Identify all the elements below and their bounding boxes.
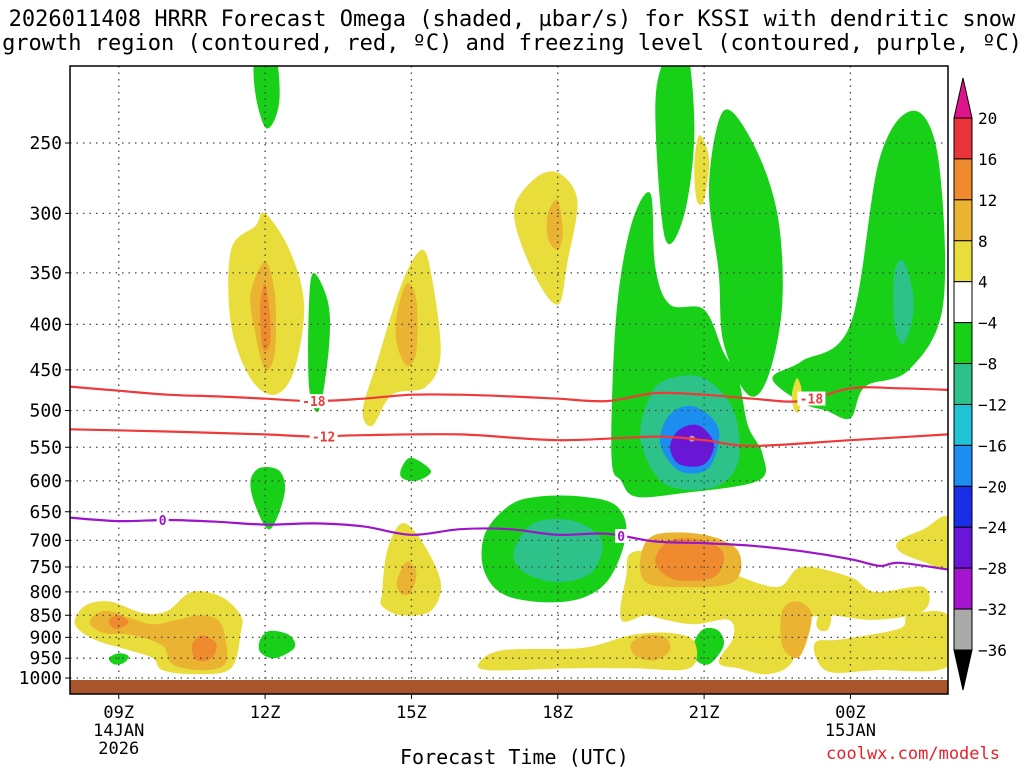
colorbar-bin--12--8	[953, 363, 973, 405]
colorbar-label-5: −4	[978, 314, 997, 333]
colorbar-label-10: −24	[978, 518, 1007, 537]
y-tick-label-650: 650	[29, 502, 62, 523]
chart-title-line-2: growth region (contoured, red, ºC) and f…	[2, 31, 1022, 56]
omega-shading-layer	[74, 66, 948, 675]
omega-region-ascent-12z-mid-green	[250, 466, 286, 530]
colorbar-bin--16--12	[953, 403, 973, 446]
x-tick-label-09Z-0: 09Z	[103, 703, 134, 723]
omega-region-descent-22z-deep-orange	[655, 538, 724, 582]
x-axis-label: Forecast Time (UTC)	[400, 745, 629, 769]
omega-region-ascent-12z-top-green	[253, 66, 280, 129]
colorbar-bin--24--20	[953, 485, 973, 528]
y-tick-label-900: 900	[29, 627, 62, 648]
omega-region-descent-11z-low-core	[191, 635, 217, 662]
omega-region-descent-18z-upper-orange	[546, 199, 563, 251]
colorbar-label-9: −20	[978, 477, 1007, 496]
contour-label-dgz-minus-18-0: -18	[302, 395, 326, 410]
isotherm-layer: -18 -18 -12 0 0	[70, 385, 948, 571]
y-tick-label-450: 450	[29, 360, 62, 381]
colorbar-bin--36--32	[953, 608, 973, 651]
colorbar-label-6: −8	[978, 355, 997, 374]
x-tick-label-00Z-0: 00Z	[835, 703, 866, 723]
credit-link[interactable]: coolwx.com/models	[826, 744, 1000, 764]
omega-region-descent-low-right-yellow	[813, 610, 948, 673]
colorbar-label-7: −12	[978, 395, 1007, 414]
colorbar-label-8: −16	[978, 436, 1007, 455]
contour-label-dgz-minus-12-0: -12	[312, 430, 335, 445]
omega-region-ascent-upper-left-green	[655, 66, 695, 245]
plot-frame	[69, 65, 949, 695]
contour-dgz-minus-12	[70, 428, 948, 448]
omega-region-ascent-right-teal	[893, 259, 914, 344]
y-tick-label-800: 800	[29, 582, 62, 603]
y-tick-label-350: 350	[29, 263, 62, 284]
x-tick-label-09Z-1: 14JAN	[93, 721, 144, 741]
colorbar-bin--28--24	[953, 526, 973, 569]
y-tick-label-300: 300	[29, 203, 62, 224]
contour-label-bg	[309, 429, 338, 444]
y-tick-label-400: 400	[29, 314, 62, 335]
omega-region-descent-12z-lower-right-yellow	[816, 610, 832, 632]
colorbar-bin-4-8	[953, 240, 973, 283]
x-tick-label-09Z-2: 2026	[98, 739, 139, 759]
y-tick-label-550: 550	[29, 437, 62, 458]
omega-region-descent-18z-upper-yellow	[513, 171, 578, 305]
colorbar-bin--8--4	[953, 322, 973, 365]
colorbar-bin-12-16	[953, 158, 973, 201]
colorbar-label-0: 20	[978, 109, 997, 128]
colorbar-bin--4-4	[953, 281, 973, 324]
contour-label-dgz-minus-18-1: -18	[800, 393, 824, 408]
contour-label-bg	[615, 529, 628, 544]
omega-region-descent-20z-low-orange	[630, 634, 671, 661]
y-tick-label-250: 250	[29, 133, 62, 154]
omega-region-descent-09z-low-core	[108, 615, 129, 629]
contour-label-bg	[156, 513, 169, 528]
colorbar-over-arrow	[953, 77, 973, 119]
contour-label-bg	[797, 391, 826, 406]
colorbar-bin--20--16	[953, 444, 973, 487]
contour-label-bg	[299, 394, 328, 409]
omega-region-ascent-15z-green	[400, 457, 432, 482]
contour-freezing-level-0	[70, 516, 948, 571]
colorbar-under-arrow	[953, 649, 973, 691]
colorbar-label-12: −32	[978, 600, 1007, 619]
x-tick-label-15Z-0: 15Z	[396, 703, 427, 723]
x-tick-label-12Z-0: 12Z	[250, 703, 281, 723]
omega-region-ascent-core-purple	[670, 424, 714, 467]
omega-region-descent-21z-upper-yellow	[694, 135, 710, 206]
y-axis: 2503003504004505005506006507007508008509…	[19, 133, 70, 689]
x-tick-label-00Z-1: 15JAN	[825, 721, 876, 741]
colorbar-label-11: −28	[978, 559, 1007, 578]
surface-terrain-band	[70, 680, 948, 694]
contour-label-freezing-level-0-1: 0	[617, 530, 625, 545]
colorbar-bin--32--28	[953, 567, 973, 610]
y-tick-label-700: 700	[29, 530, 62, 551]
omega-region-descent-15z-upper-orange	[395, 283, 418, 366]
colorbar-label-2: 12	[978, 191, 997, 210]
x-tick-label-18Z-0: 18Z	[542, 703, 573, 723]
contour-label-freezing-level-0-0: 0	[159, 514, 167, 529]
colorbar-label-13: −36	[978, 641, 1007, 660]
colorbar-label-1: 16	[978, 150, 997, 169]
colorbar-label-3: 8	[978, 232, 988, 251]
colorbar-label-4: 4	[978, 273, 988, 292]
colorbar: 20 16 12 8 4 −4 −8 −12 −16 −20 −24 −28 −32 −36	[953, 77, 1007, 691]
omega-region-descent-right-edge-yellow	[896, 516, 948, 570]
colorbar-bin-8-12	[953, 199, 973, 242]
y-tick-label-1000: 1000	[19, 668, 62, 689]
y-tick-label-500: 500	[29, 401, 62, 422]
colorbar-bin-16-20	[953, 117, 973, 160]
y-tick-label-750: 750	[29, 557, 62, 578]
chart-title-line-1: 2026011408 HRRR Forecast Omega (shaded, …	[8, 7, 1016, 32]
y-tick-label-850: 850	[29, 605, 62, 626]
omega-region-descent-12z-upper-core	[260, 283, 271, 351]
omega-region-ascent-13z-streak-green	[308, 272, 331, 412]
x-tick-label-21Z-0: 21Z	[689, 703, 720, 723]
omega-region-descent-22z-low-orange	[780, 601, 812, 659]
y-tick-label-950: 950	[29, 648, 62, 669]
y-tick-label-600: 600	[29, 471, 62, 492]
omega-region-ascent-12z-low-green	[258, 630, 296, 659]
